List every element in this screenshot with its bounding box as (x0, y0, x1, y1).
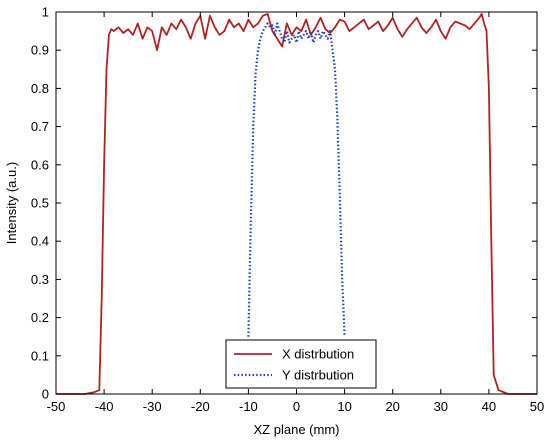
x-tick-label: 10 (337, 399, 351, 414)
x-tick-label: -30 (143, 399, 162, 414)
x-tick-label: -20 (191, 399, 210, 414)
y-tick-label: 0.2 (31, 310, 49, 325)
x-tick-label: -50 (47, 399, 66, 414)
series-line-x-distribution (56, 13, 537, 395)
x-axis-title: XZ plane (mm) (254, 422, 340, 437)
x-tick-label: 40 (482, 399, 496, 414)
y-tick-label: 0.3 (31, 272, 49, 287)
y-tick-label: 0.5 (31, 196, 49, 211)
y-tick-label: 0 (42, 387, 49, 402)
x-tick-label: 20 (385, 399, 399, 414)
y-tick-label: 1 (42, 5, 49, 20)
y-tick-label: 0.4 (31, 234, 49, 249)
y-tick-label: 0.6 (31, 157, 49, 172)
plot-area (56, 13, 537, 395)
legend-label-x-distribution: X distrbution (282, 347, 354, 362)
legend-label-y-distribution: Y distrbution (282, 368, 354, 383)
x-tick-label: -10 (239, 399, 258, 414)
x-tick-label: 0 (293, 399, 300, 414)
y-axis-title: Intensity (a.u.) (4, 162, 19, 244)
x-tick-label: 50 (530, 399, 544, 414)
tick-group: -50 -40 -30 -20 -10 0 10 20 30 40 50 0 0.1 0.2 0.3 0.4 0… (31, 5, 544, 415)
y-tick-label: 0.7 (31, 119, 49, 134)
y-tick-label: 0.8 (31, 81, 49, 96)
y-tick-label: 0.1 (31, 348, 49, 363)
x-tick-label: 30 (434, 399, 448, 414)
y-tick-label: 0.9 (31, 43, 49, 58)
legend: X distrbution Y distrbution (225, 339, 377, 389)
x-tick-label: -40 (95, 399, 114, 414)
legend-box (225, 339, 377, 389)
